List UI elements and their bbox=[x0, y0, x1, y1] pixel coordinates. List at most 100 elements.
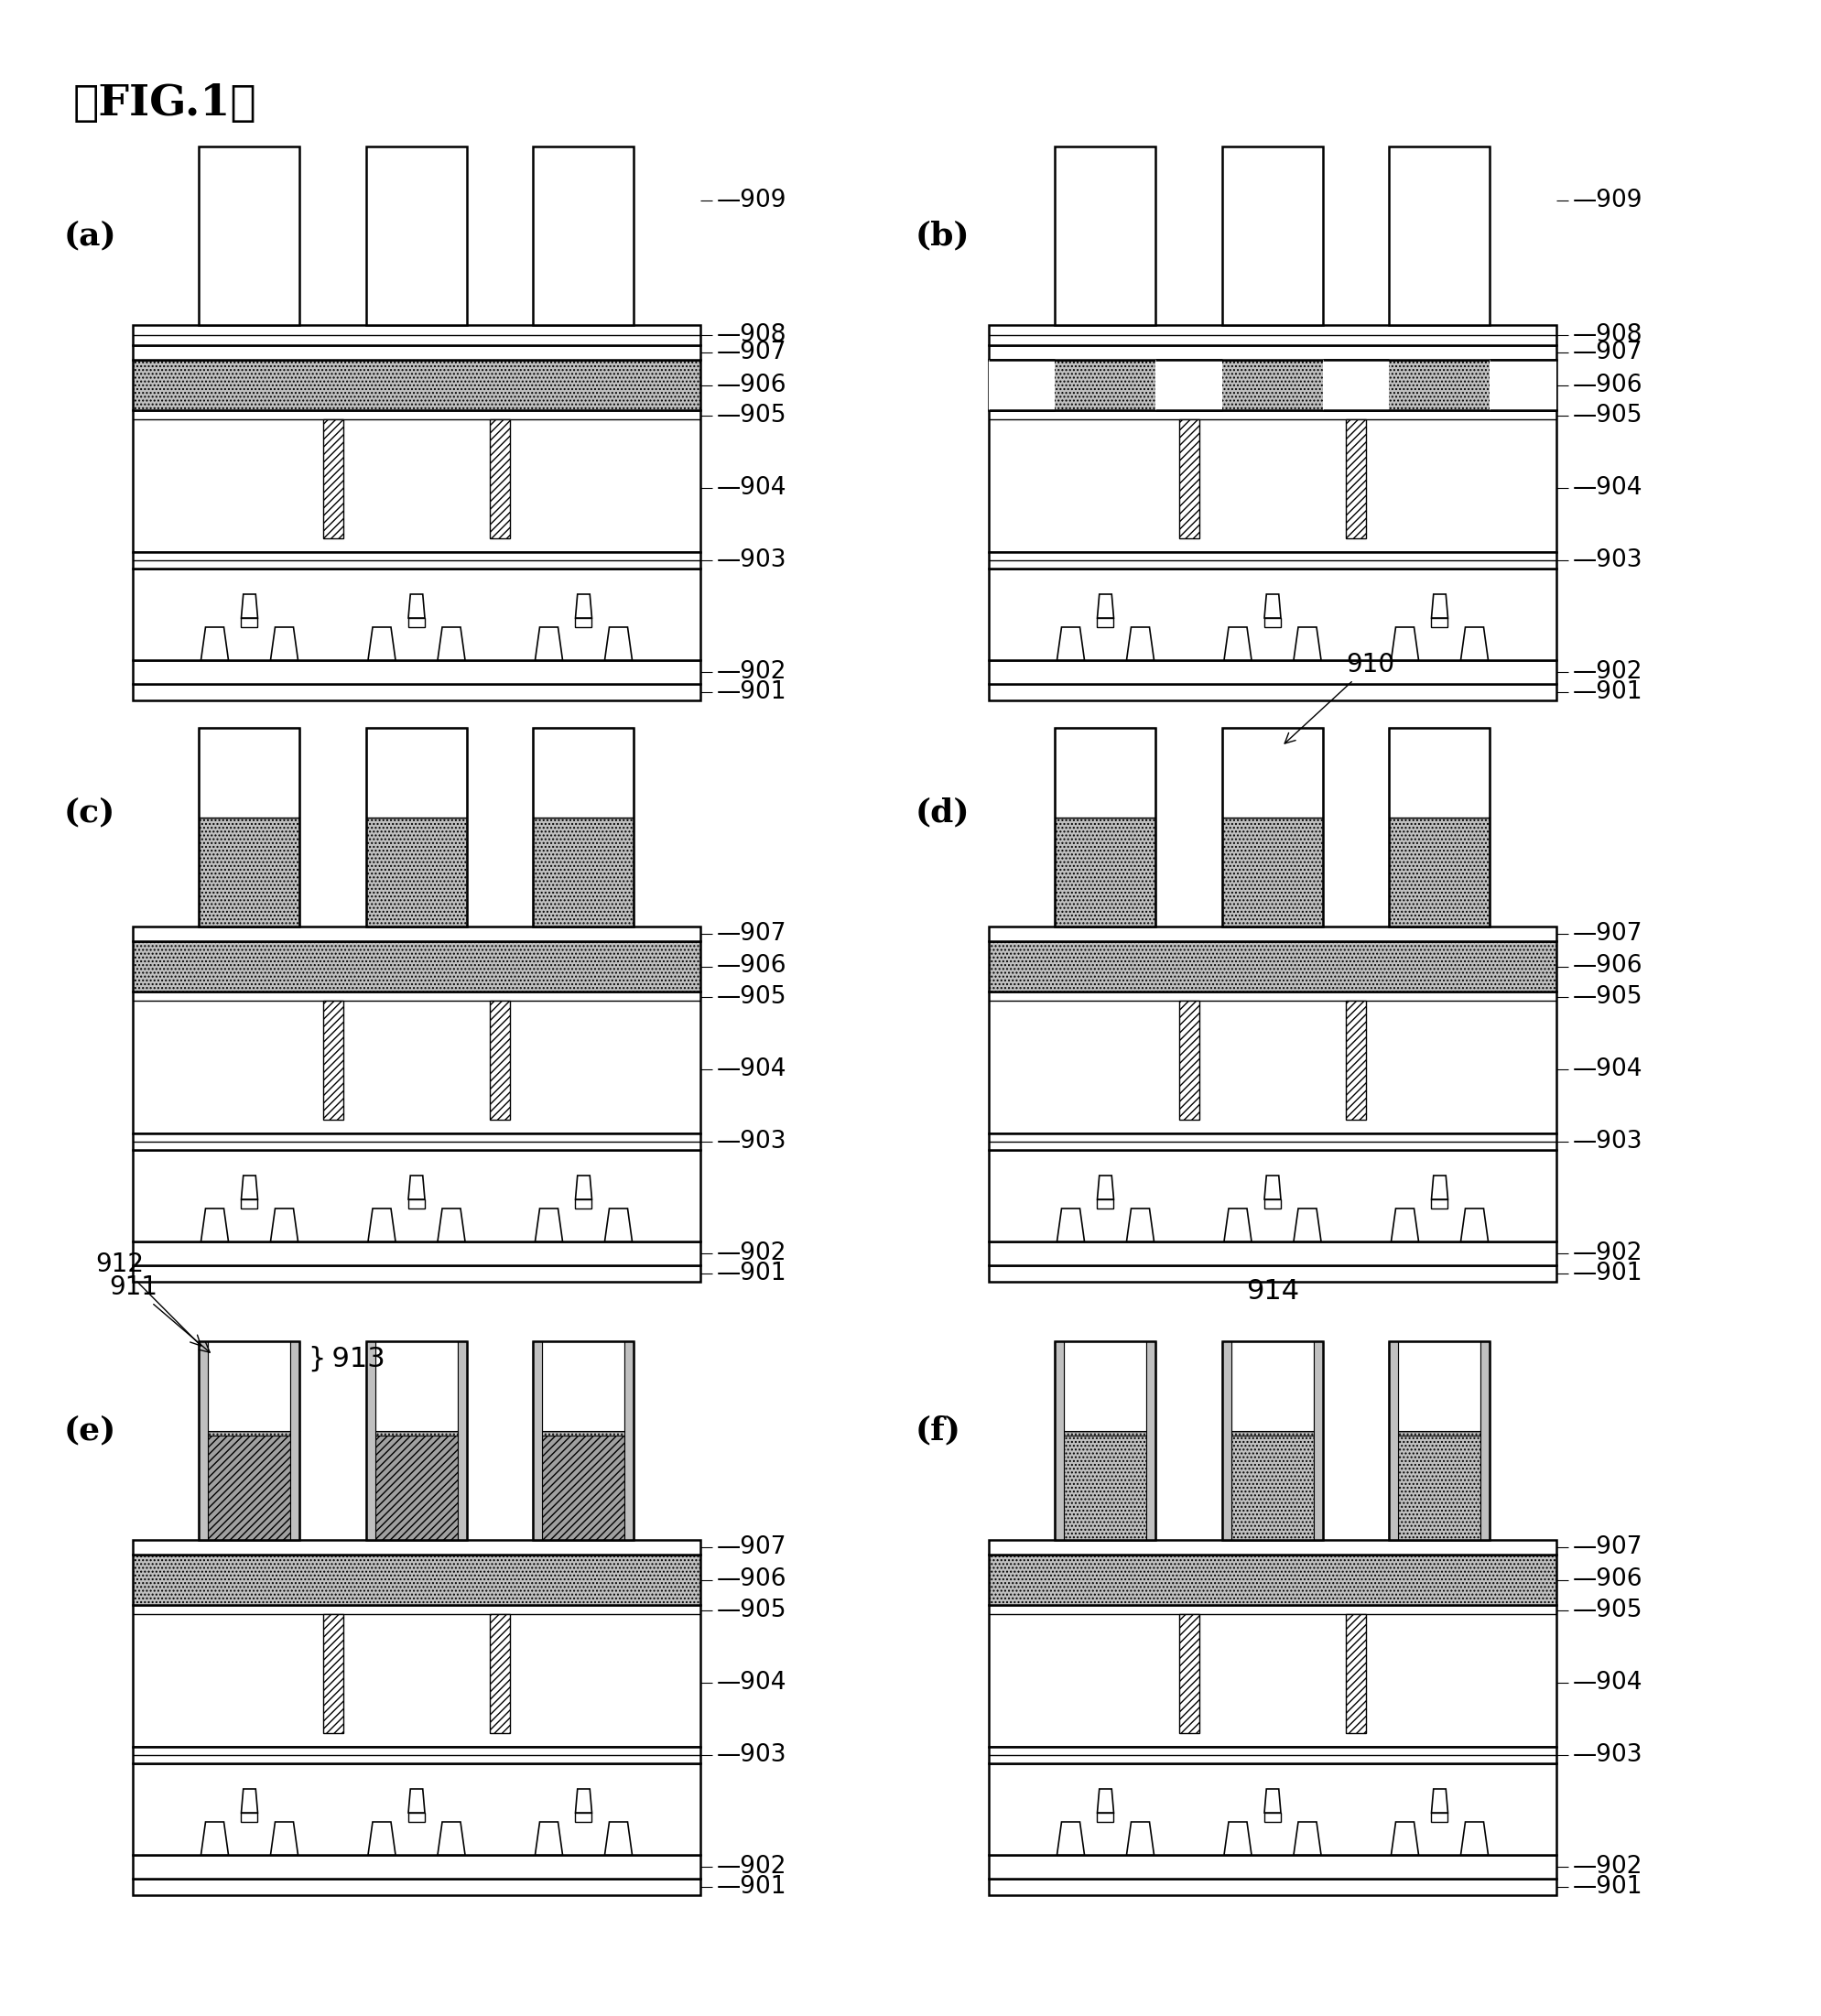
Bar bbox=[989, 1149, 1557, 1242]
Bar bbox=[198, 1341, 300, 1431]
Text: —902: —902 bbox=[1573, 659, 1643, 683]
Text: —904: —904 bbox=[717, 476, 787, 500]
Bar bbox=[534, 1431, 634, 1540]
Polygon shape bbox=[1127, 1208, 1155, 1242]
Bar bbox=[989, 1133, 1557, 1149]
Bar bbox=[989, 552, 1557, 569]
Text: —903: —903 bbox=[1573, 1129, 1643, 1153]
Text: 910: 910 bbox=[1284, 651, 1395, 744]
Bar bbox=[1222, 818, 1322, 927]
Polygon shape bbox=[437, 627, 464, 659]
Bar bbox=[1222, 1341, 1322, 1431]
Bar bbox=[366, 1431, 466, 1540]
Bar bbox=[1054, 1341, 1156, 1431]
Text: (a): (a) bbox=[64, 220, 117, 250]
Text: —901: —901 bbox=[717, 1875, 787, 1899]
Text: —905: —905 bbox=[717, 1599, 787, 1623]
Bar bbox=[240, 1812, 259, 1822]
Bar bbox=[208, 1435, 291, 1540]
Bar bbox=[133, 1746, 701, 1764]
Polygon shape bbox=[1056, 1208, 1085, 1242]
Bar bbox=[490, 419, 510, 538]
Text: } 913: } 913 bbox=[310, 1347, 386, 1373]
Text: (f): (f) bbox=[916, 1415, 961, 1445]
Bar bbox=[989, 1266, 1557, 1282]
Bar bbox=[133, 1149, 701, 1242]
Text: —902: —902 bbox=[1573, 1855, 1643, 1879]
Bar bbox=[989, 1746, 1557, 1764]
Polygon shape bbox=[1224, 627, 1251, 659]
Bar bbox=[1399, 1341, 1480, 1431]
Bar bbox=[1389, 1431, 1490, 1540]
Bar bbox=[1322, 359, 1389, 409]
Text: —905: —905 bbox=[1573, 986, 1643, 1008]
Bar bbox=[375, 1341, 457, 1431]
Bar bbox=[1346, 1615, 1366, 1734]
Bar bbox=[989, 1879, 1557, 1895]
Polygon shape bbox=[408, 1788, 424, 1812]
Bar bbox=[133, 941, 701, 992]
Polygon shape bbox=[535, 1208, 563, 1242]
Bar bbox=[989, 941, 1557, 992]
Text: —909: —909 bbox=[1573, 187, 1643, 212]
Text: —903: —903 bbox=[717, 548, 787, 573]
Polygon shape bbox=[1224, 1822, 1251, 1855]
Polygon shape bbox=[1098, 1175, 1114, 1200]
Polygon shape bbox=[1056, 627, 1085, 659]
Bar bbox=[1231, 1435, 1313, 1540]
Bar bbox=[989, 409, 1557, 552]
Bar bbox=[1063, 1435, 1147, 1540]
Bar bbox=[1346, 1000, 1366, 1119]
Bar bbox=[366, 147, 466, 325]
Bar bbox=[989, 1554, 1557, 1605]
Bar bbox=[989, 1242, 1557, 1266]
Bar bbox=[1054, 728, 1156, 818]
Polygon shape bbox=[200, 1208, 228, 1242]
Text: —904: —904 bbox=[1573, 476, 1643, 500]
Text: —906: —906 bbox=[717, 373, 787, 397]
Bar bbox=[198, 728, 300, 927]
Polygon shape bbox=[368, 1822, 395, 1855]
Bar bbox=[133, 552, 701, 569]
Bar bbox=[1222, 1341, 1231, 1540]
Bar bbox=[366, 728, 466, 927]
Bar bbox=[1490, 359, 1557, 409]
Bar bbox=[1098, 619, 1114, 627]
Polygon shape bbox=[200, 1822, 228, 1855]
Polygon shape bbox=[605, 627, 632, 659]
Text: —906: —906 bbox=[1573, 954, 1643, 978]
Polygon shape bbox=[1264, 1175, 1280, 1200]
Bar bbox=[1178, 1615, 1198, 1734]
Bar bbox=[133, 1242, 701, 1266]
Polygon shape bbox=[1127, 627, 1155, 659]
Bar bbox=[1054, 728, 1156, 927]
Bar bbox=[989, 1605, 1557, 1746]
Text: —906: —906 bbox=[717, 954, 787, 978]
Text: —907: —907 bbox=[1573, 341, 1643, 365]
Polygon shape bbox=[1431, 1788, 1448, 1812]
Bar bbox=[534, 1341, 634, 1540]
Text: —901: —901 bbox=[717, 1262, 787, 1286]
Text: —905: —905 bbox=[1573, 1599, 1643, 1623]
Text: —902: —902 bbox=[717, 1242, 787, 1266]
Bar bbox=[1431, 619, 1448, 627]
Bar bbox=[240, 1200, 259, 1208]
Bar bbox=[1389, 818, 1490, 927]
Bar bbox=[989, 1764, 1557, 1855]
Bar bbox=[1399, 1435, 1480, 1540]
Bar bbox=[133, 1879, 701, 1895]
Text: —902: —902 bbox=[717, 659, 787, 683]
Bar bbox=[1222, 1431, 1322, 1540]
Polygon shape bbox=[1127, 1822, 1155, 1855]
Bar bbox=[1178, 419, 1198, 538]
Polygon shape bbox=[1460, 627, 1488, 659]
Bar bbox=[366, 1341, 466, 1540]
Bar bbox=[1054, 1341, 1063, 1540]
Bar bbox=[534, 728, 634, 927]
Bar bbox=[989, 325, 1557, 345]
Polygon shape bbox=[575, 1175, 592, 1200]
Text: 914: 914 bbox=[1246, 1278, 1298, 1304]
Bar bbox=[133, 1540, 701, 1554]
Bar bbox=[989, 927, 1557, 941]
Bar bbox=[1264, 1200, 1280, 1208]
